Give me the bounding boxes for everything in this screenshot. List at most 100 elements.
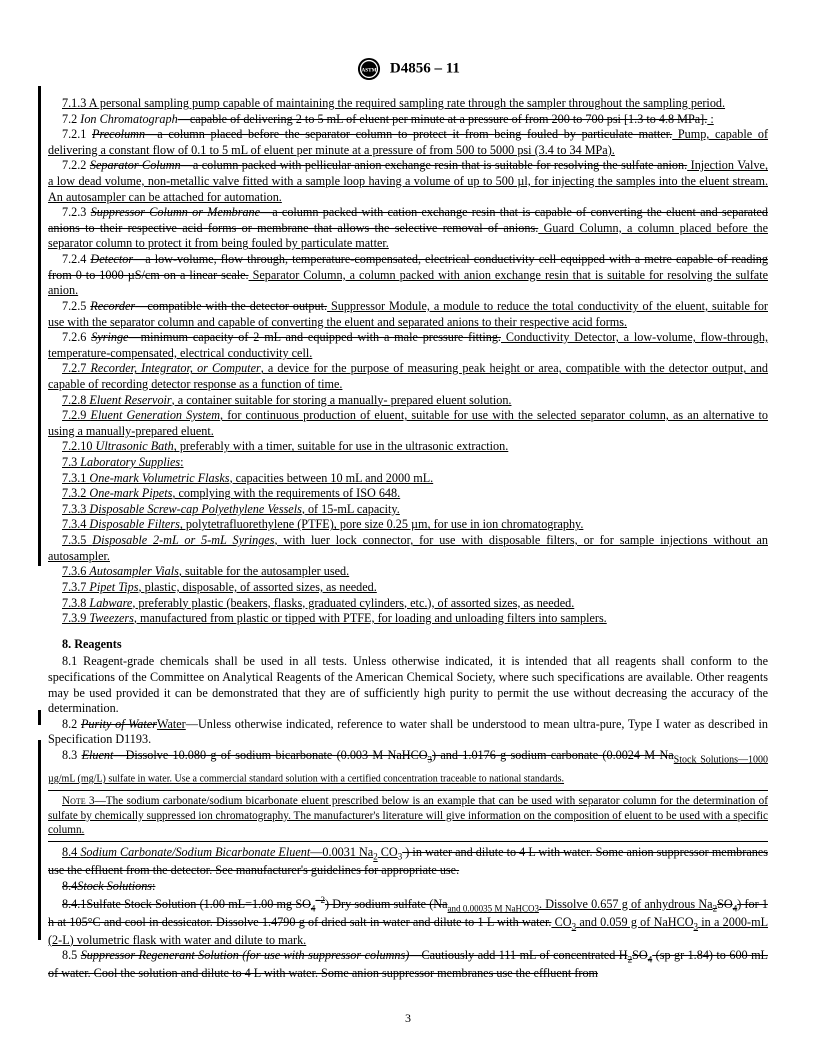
ins: , preferably with a timer, suitable for … (174, 439, 509, 453)
n: 7.3.2 (62, 486, 89, 500)
del: ) Dry sodium sulfate (Na (325, 897, 448, 911)
t: One-mark Pipets (89, 486, 172, 500)
ins: , complying with the requirements of ISO… (172, 486, 400, 500)
del: —a column placed before the separator co… (145, 127, 672, 141)
ins: —0.0031 Na (310, 845, 373, 859)
n: 7.2.8 (62, 393, 89, 407)
t: Autosampler Vials (89, 564, 178, 578)
t: Sodium Carbonate/Sodium Bicarbonate Elue… (80, 845, 310, 859)
n: 7.2.3 (62, 205, 91, 219)
n: 7.3.5 (62, 533, 92, 547)
note-3: Note 3—The sodium carbonate/sodium bicar… (48, 794, 768, 837)
del: : (152, 879, 155, 893)
n: 7.3.7 (62, 580, 89, 594)
ins: , of 15-mL capacity. (302, 502, 400, 516)
note-body: The sodium carbonate/sodium bicarbonate … (48, 795, 768, 836)
revision-bar (38, 710, 41, 725)
del: —minimum capacity of 2 mL and equipped w… (128, 330, 501, 344)
del: —a column packed with pellicular anion e… (181, 158, 688, 172)
note-lead: Note 3— (62, 795, 106, 807)
ins: , suitable for the autosampler used. (179, 564, 349, 578)
del: Suppressor Column or Membrane (91, 205, 260, 219)
designation: D4856 – 11 (390, 60, 460, 76)
p-81: 8.1 Reagent-grade chemicals shall be use… (48, 654, 768, 716)
t: Disposable Filters (89, 517, 179, 531)
n: 7.2 (62, 112, 80, 126)
revision-bar (38, 86, 41, 566)
t: Ultrasonic Bath (96, 439, 174, 453)
n: 7.3.6 (62, 564, 89, 578)
n: 7.2.4 (62, 252, 90, 266)
p-713: 7.1.3 A personal sampling pump capable o… (62, 96, 725, 110)
t: Tweezers (89, 611, 133, 625)
n: 7.3.8 (62, 596, 89, 610)
del: Stock Solutions (77, 879, 152, 893)
rule (48, 790, 768, 791)
n: 8.5 (62, 948, 81, 962)
page-header: ASTM D4856 – 11 (48, 56, 768, 82)
n: 8.2 (62, 717, 81, 731)
del: SO (717, 897, 733, 911)
n: 7.2.5 (62, 299, 90, 313)
ins: , manufactured from plastic or tipped wi… (134, 611, 607, 625)
del: Sulfate Stock Solution (1.00 mL=1.00 mg … (86, 897, 311, 911)
ins: CO (378, 845, 398, 859)
t: Disposable 2-mL or 5-mL Syringes (92, 533, 274, 547)
t: Disposable Screw-cap Polyethylene Vessel… (89, 502, 301, 516)
ins: , plastic, disposable, of assorted sizes… (139, 580, 377, 594)
ins: , polytetrafluorethylene (PTFE), pore si… (180, 517, 584, 531)
ins: : (180, 455, 183, 469)
n: 8.4 (62, 845, 80, 859)
del: Syringe (91, 330, 128, 344)
ins: CO (551, 915, 571, 929)
ins: Water (157, 717, 186, 731)
del: Suppressor Regenerant Solution (for use … (81, 948, 410, 962)
ins: , preferably plastic (beakers, flasks, g… (132, 596, 574, 610)
del: ) and 1.0176 g sodium carbonate (0.0024 … (432, 748, 674, 762)
n: 7.2.9 (62, 408, 91, 422)
del: —Cautiously add 111 mL of concentrated H (409, 948, 627, 962)
n: 7.2.1 (62, 127, 92, 141)
n: 7.3.9 (62, 611, 89, 625)
n: 7.3.1 (62, 471, 89, 485)
del: Precolumn (92, 127, 145, 141)
t: Labware (89, 596, 132, 610)
n: 7.2.2 (62, 158, 90, 172)
t: Recorder, Integrator, or Computer (90, 361, 260, 375)
del: —capable of delivering 2 to 5 mL of elue… (178, 112, 708, 126)
n: 7.2.7 (62, 361, 90, 375)
ins: . Dissolve 0.657 g of anhydrous Na (539, 897, 713, 911)
ins: , capacities between 10 mL and 2000 mL. (230, 471, 434, 485)
page-number: 3 (0, 1011, 816, 1026)
ins: and 0.059 g of NaHCO (576, 915, 693, 929)
t: Laboratory Supplies (80, 455, 180, 469)
section-8-heading: 8. Reagents (48, 637, 768, 653)
del: 8.4.1 (62, 897, 86, 911)
n: 8.3 (62, 748, 82, 762)
t: Ion Chromatograph (80, 112, 177, 126)
del: 8.4 (62, 879, 77, 893)
del: Recorder (90, 299, 135, 313)
t: Eluent Reservoir (89, 393, 171, 407)
t: Eluent Generation System (91, 408, 220, 422)
n: 7.2.6 (62, 330, 91, 344)
ins: : (707, 112, 713, 126)
n: 7.3.3 (62, 502, 89, 516)
svg-text:ASTM: ASTM (362, 68, 377, 74)
del: —compatible with the detector output. (135, 299, 327, 313)
ins: and 0.00035 M NaHCO (447, 903, 534, 913)
del: Separator Column (90, 158, 181, 172)
del: Detector (90, 252, 133, 266)
n: 7.3.4 (62, 517, 89, 531)
del: Purity of Water (81, 717, 157, 731)
revision-bar (38, 740, 41, 940)
astm-logo-icon: ASTM (356, 56, 382, 82)
ins: , a container suitable for storing a man… (172, 393, 512, 407)
del: SO (632, 948, 648, 962)
n: 7.3 (62, 455, 80, 469)
t: Pipet Tips (89, 580, 138, 594)
del: —Dissolve 10.080 g of sodium bicarbonate… (113, 748, 427, 762)
del: Eluent (82, 748, 114, 762)
rule (48, 841, 768, 842)
document-body: 7.1.3 A personal sampling pump capable o… (48, 96, 768, 982)
